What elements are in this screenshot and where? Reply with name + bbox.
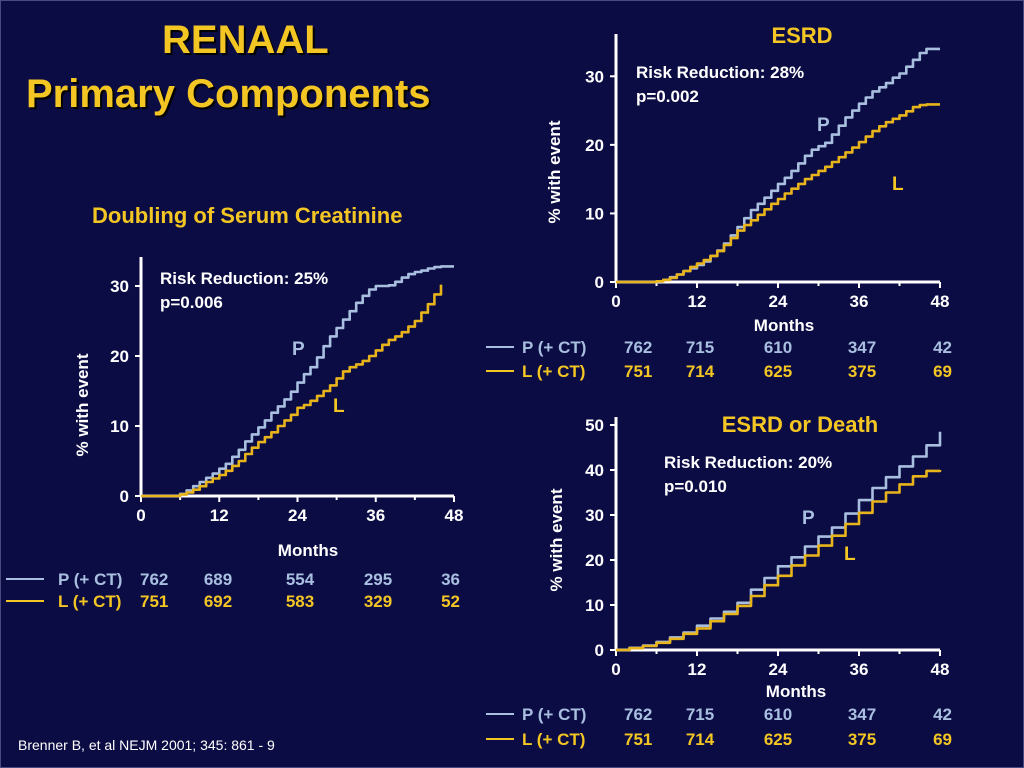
y-tick-label: 30 bbox=[585, 67, 604, 86]
series-label-L: L bbox=[892, 174, 904, 195]
at-risk-value-P: 347 bbox=[848, 338, 876, 357]
series-line-P bbox=[616, 47, 940, 284]
at-risk-value-L: 692 bbox=[204, 592, 232, 611]
y-axis-label: % with event bbox=[545, 120, 564, 223]
y-tick-label: 20 bbox=[110, 347, 129, 366]
x-tick-label: 24 bbox=[288, 506, 307, 525]
chart-title: Doubling of Serum Creatinine bbox=[92, 203, 402, 228]
at-risk-value-P: 762 bbox=[140, 570, 168, 589]
y-axis-label: % with event bbox=[547, 488, 566, 591]
x-tick-label: 36 bbox=[850, 660, 869, 679]
y-tick-label: 0 bbox=[120, 487, 129, 506]
at-risk-value-P: 554 bbox=[286, 570, 315, 589]
series-label-P: P bbox=[292, 339, 305, 360]
series-line-L bbox=[616, 469, 942, 652]
at-risk-value-L: 329 bbox=[364, 592, 392, 611]
x-tick-label: 36 bbox=[366, 506, 385, 525]
y-tick-label: 20 bbox=[585, 551, 604, 570]
at-risk-value-P: 36 bbox=[441, 570, 460, 589]
x-tick-label: 24 bbox=[769, 292, 788, 311]
at-risk-value-L: 375 bbox=[848, 730, 876, 749]
x-tick-label: 0 bbox=[611, 292, 620, 311]
at-risk-value-L: 751 bbox=[140, 592, 168, 611]
p-value-label: p=0.006 bbox=[160, 293, 223, 312]
x-tick-label: 0 bbox=[611, 660, 620, 679]
risk-reduction-label: Risk Reduction: 28% bbox=[636, 63, 804, 82]
x-tick-label: 12 bbox=[688, 660, 707, 679]
at-risk-value-P: 689 bbox=[204, 570, 232, 589]
y-tick-label: 10 bbox=[585, 204, 604, 223]
slide-title-line1: RENAAL bbox=[162, 18, 329, 62]
x-tick-label: 36 bbox=[850, 292, 869, 311]
at-risk-value-L: 751 bbox=[624, 362, 652, 381]
at-risk-value-L: 714 bbox=[686, 730, 715, 749]
series-line-P bbox=[141, 265, 454, 498]
y-tick-label: 20 bbox=[585, 136, 604, 155]
series-label-L: L bbox=[333, 396, 345, 417]
at-risk-value-L: 583 bbox=[286, 592, 314, 611]
y-tick-label: 50 bbox=[585, 416, 604, 435]
x-tick-label: 0 bbox=[136, 506, 145, 525]
at-risk-value-P: 610 bbox=[764, 338, 792, 357]
at-risk-value-L: 52 bbox=[441, 592, 460, 611]
series-line-L bbox=[616, 103, 940, 284]
x-tick-label: 48 bbox=[445, 506, 464, 525]
p-value-label: p=0.002 bbox=[636, 87, 699, 106]
at-risk-value-L: 714 bbox=[686, 362, 715, 381]
at-risk-label-L: L (+ CT) bbox=[58, 592, 121, 611]
x-axis-label: Months bbox=[754, 316, 814, 335]
series-line-P bbox=[616, 431, 942, 652]
x-tick-label: 24 bbox=[769, 660, 788, 679]
at-risk-value-P: 762 bbox=[624, 705, 652, 724]
at-risk-label-L: L (+ CT) bbox=[522, 362, 585, 381]
risk-reduction-label: Risk Reduction: 25% bbox=[160, 269, 328, 288]
at-risk-label-P: P (+ CT) bbox=[522, 338, 586, 357]
at-risk-value-L: 625 bbox=[764, 730, 792, 749]
citation: Brenner B, et al NEJM 2001; 345: 861 - 9 bbox=[18, 737, 275, 753]
at-risk-value-P: 42 bbox=[933, 338, 952, 357]
series-label-P: P bbox=[817, 115, 830, 136]
x-tick-label: 48 bbox=[931, 660, 950, 679]
at-risk-label-L: L (+ CT) bbox=[522, 730, 585, 749]
y-tick-label: 30 bbox=[585, 506, 604, 525]
at-risk-value-P: 715 bbox=[686, 705, 714, 724]
x-tick-label: 48 bbox=[931, 292, 950, 311]
at-risk-value-L: 69 bbox=[933, 730, 952, 749]
series-line-L bbox=[141, 284, 443, 498]
at-risk-value-L: 69 bbox=[933, 362, 952, 381]
at-risk-value-L: 751 bbox=[624, 730, 652, 749]
y-tick-label: 0 bbox=[595, 641, 604, 660]
at-risk-value-L: 375 bbox=[848, 362, 876, 381]
y-tick-label: 10 bbox=[585, 596, 604, 615]
y-tick-label: 10 bbox=[110, 417, 129, 436]
x-tick-label: 12 bbox=[688, 292, 707, 311]
at-risk-label-P: P (+ CT) bbox=[58, 570, 122, 589]
y-axis-label: % with event bbox=[73, 353, 92, 456]
at-risk-value-P: 762 bbox=[624, 338, 652, 357]
at-risk-value-P: 347 bbox=[848, 705, 876, 724]
at-risk-value-P: 42 bbox=[933, 705, 952, 724]
chart-title: ESRD or Death bbox=[722, 412, 878, 437]
chart-title: ESRD bbox=[771, 23, 832, 48]
p-value-label: p=0.010 bbox=[664, 477, 727, 496]
x-axis-label: Months bbox=[278, 541, 338, 560]
at-risk-value-P: 295 bbox=[364, 570, 392, 589]
series-label-L: L bbox=[844, 544, 856, 565]
y-tick-label: 0 bbox=[595, 273, 604, 292]
risk-reduction-label: Risk Reduction: 20% bbox=[664, 453, 832, 472]
x-axis-label: Months bbox=[766, 682, 826, 701]
at-risk-label-P: P (+ CT) bbox=[522, 705, 586, 724]
series-label-P: P bbox=[802, 508, 815, 529]
y-tick-label: 30 bbox=[110, 277, 129, 296]
at-risk-value-P: 610 bbox=[764, 705, 792, 724]
at-risk-value-L: 625 bbox=[764, 362, 792, 381]
at-risk-value-P: 715 bbox=[686, 338, 714, 357]
slide-title-line2: Primary Components bbox=[26, 72, 431, 116]
y-tick-label: 40 bbox=[585, 461, 604, 480]
x-tick-label: 12 bbox=[210, 506, 229, 525]
